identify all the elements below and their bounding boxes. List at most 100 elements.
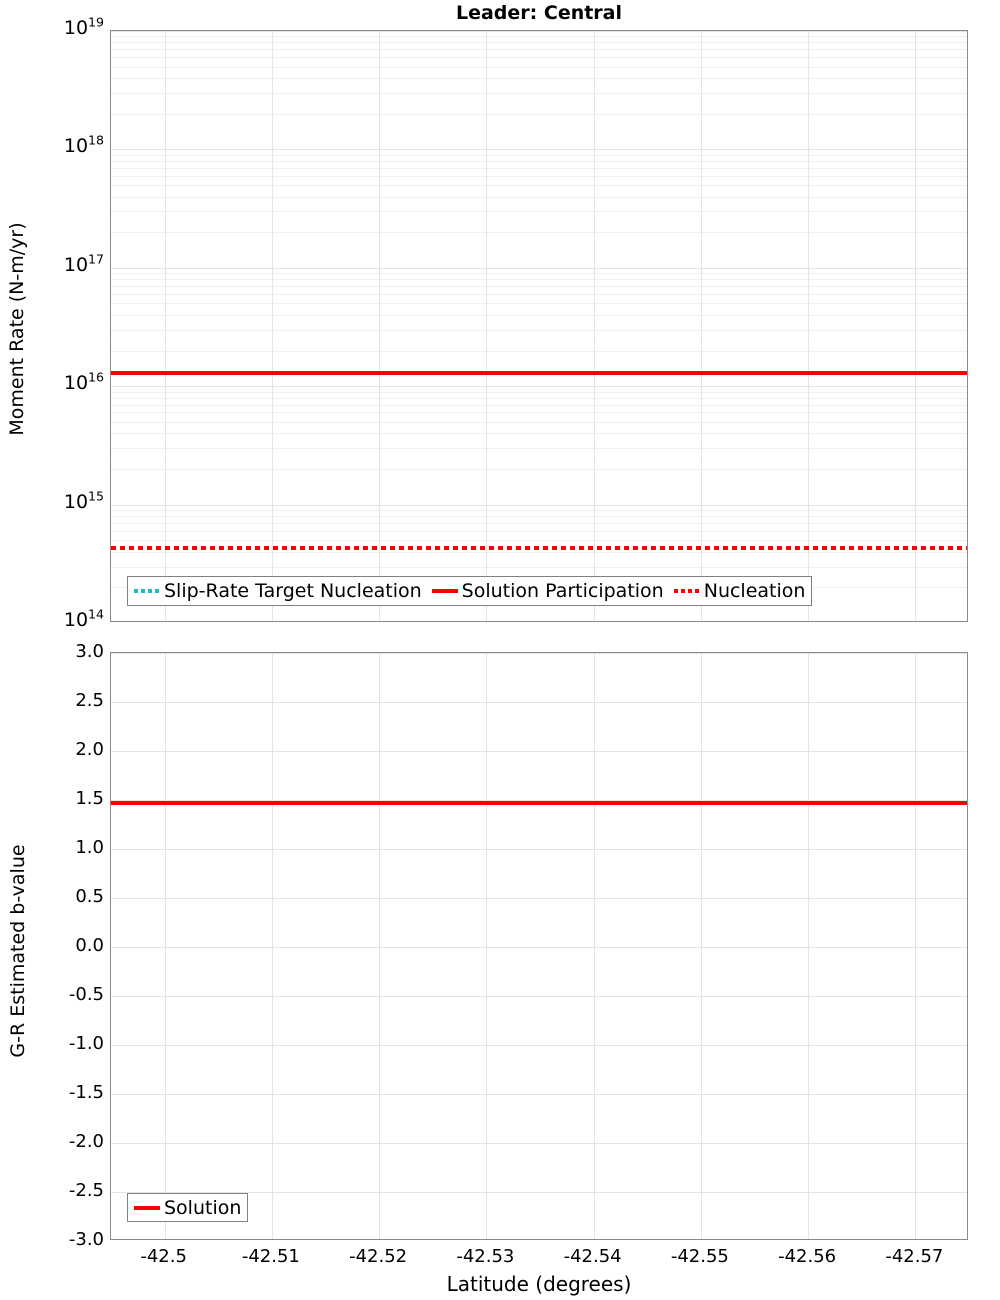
gridline-minor [111, 551, 967, 553]
ytick-label: -1.0 [68, 1033, 104, 1054]
legend-entry[interactable]: Solution Participation [431, 580, 664, 602]
gridline-minor [111, 154, 967, 156]
ytick-label: 1016 [63, 369, 104, 395]
gridline-major [111, 996, 967, 997]
gridline-minor [111, 303, 967, 305]
gridline-vertical [486, 31, 488, 621]
gridline-major [111, 849, 967, 850]
top-legend[interactable]: Slip-Rate Target Nucleation Solution Part… [127, 576, 813, 606]
top-axis-label: Moment Rate (N-m/yr) [6, 222, 28, 436]
xtick-label: -42.5 [140, 1246, 187, 1267]
gridline-major [111, 898, 967, 899]
gridline-minor [111, 185, 967, 187]
gridline-major [111, 800, 967, 801]
gridline-minor [111, 279, 967, 281]
gridline-major [111, 1045, 967, 1046]
gridline-major [111, 267, 967, 269]
gridline-minor [111, 540, 967, 542]
ytick-label: 1.0 [75, 837, 104, 858]
gridline-vertical [915, 31, 917, 621]
gridline-minor [111, 412, 967, 414]
gridline-minor [111, 522, 967, 524]
gridline-minor [111, 433, 967, 435]
series-line [111, 370, 967, 375]
gridline-minor [111, 66, 967, 68]
xtick-label: -42.55 [670, 1246, 729, 1267]
ytick-label: 1018 [63, 133, 104, 158]
ytick-label: -3.0 [68, 1229, 104, 1250]
gridline-minor [111, 42, 967, 44]
x-axis-label: Latitude (degrees) [446, 1272, 632, 1296]
gridline-major [111, 504, 967, 506]
legend-line-icon [673, 589, 700, 593]
xtick-label: -42.51 [241, 1246, 300, 1267]
gridline-vertical [271, 653, 273, 1239]
gridline-minor [111, 196, 967, 198]
ytick-label: 2.0 [75, 739, 104, 760]
ytick-label: 1019 [63, 14, 104, 39]
gridline-vertical [808, 653, 810, 1239]
gridline-minor [111, 49, 967, 51]
xtick-label: -42.57 [885, 1246, 944, 1267]
gridline-major [111, 31, 967, 32]
gridline-minor [111, 160, 967, 162]
ytick-label: 1014 [63, 606, 104, 631]
gridline-minor [111, 175, 967, 177]
gridline-minor [111, 167, 967, 169]
ytick-label: 1017 [63, 251, 104, 276]
gridline-minor [111, 92, 967, 94]
ytick-label: -0.5 [68, 984, 104, 1005]
legend-line-icon [134, 589, 160, 593]
ytick-label: -2.5 [68, 1180, 104, 1201]
gridline-minor [111, 350, 967, 352]
ytick-label: -2.0 [68, 1131, 104, 1152]
gridline-minor [111, 78, 967, 80]
legend-label: Nucleation [703, 580, 806, 602]
legend-entry[interactable]: Slip-Rate Target Nucleation [134, 580, 422, 602]
gridline-minor [111, 294, 967, 296]
gridline-vertical [808, 31, 810, 621]
bottom-ytick-labels: 3.0 2.5 2.0 1.5 1.0 0.5 0.0 -0.5 -1.0 -1.5 -2.0 -2.… [0, 643, 104, 1249]
gridline-major [111, 1143, 967, 1144]
legend-label: Slip-Rate Target Nucleation [164, 580, 422, 602]
gridline-major [111, 149, 967, 151]
gridline-minor [111, 391, 967, 393]
gridline-major [111, 386, 967, 388]
gridline-minor [111, 211, 967, 213]
gridline-minor [111, 566, 967, 568]
bottom-axis-label: G-R Estimated b-value [7, 844, 29, 1058]
b-value-plot-area [110, 652, 968, 1240]
xtick-label: -42.56 [778, 1246, 837, 1267]
legend-label: Solution Participation [461, 580, 664, 602]
ytick-label: 1015 [63, 488, 104, 513]
legend-entry[interactable]: Nucleation [673, 580, 806, 602]
gridline-minor [111, 36, 967, 38]
gridline-minor [111, 314, 967, 316]
ytick-label: 0.5 [75, 886, 104, 907]
gridline-minor [111, 468, 967, 470]
gridline-minor [111, 397, 967, 399]
gridline-major [111, 1192, 967, 1193]
gridline-vertical [164, 31, 166, 621]
xtick-label: -42.54 [563, 1246, 622, 1267]
moment-rate-plot-area [110, 30, 968, 622]
xtick-label: -42.53 [456, 1246, 515, 1267]
gridline-vertical [164, 653, 166, 1239]
gridline-vertical [379, 31, 381, 621]
page-title: Leader: Central [455, 2, 623, 24]
gridline-major [111, 751, 967, 752]
gridline-minor [111, 448, 967, 450]
ytick-label: 1.5 [75, 788, 104, 809]
bottom-legend[interactable]: Solution [127, 1193, 249, 1222]
gridline-vertical [271, 31, 273, 621]
ytick-label: 0.0 [75, 935, 104, 956]
gridline-major [111, 1094, 967, 1095]
gridline-vertical [379, 653, 381, 1239]
top-ytick-labels: 1019 1018 1017 1016 1015 1014 [0, 16, 104, 630]
legend-entry[interactable]: Solution [134, 1197, 241, 1219]
gridline-minor [111, 510, 967, 512]
gridline-vertical [593, 31, 595, 621]
gridline-vertical [700, 653, 702, 1239]
gridline-minor [111, 421, 967, 423]
